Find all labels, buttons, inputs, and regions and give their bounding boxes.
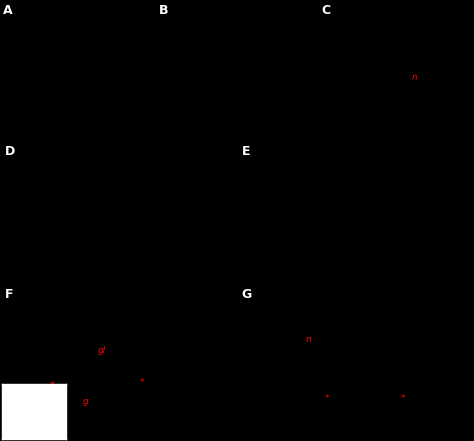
Text: G: G <box>242 288 252 301</box>
Text: 2w PBS peri: 2w PBS peri <box>176 288 230 297</box>
Text: 1w PBS peri: 1w PBS peri <box>260 4 313 13</box>
Text: F: F <box>5 288 13 301</box>
Text: *: * <box>140 378 145 387</box>
Text: n: n <box>305 335 311 344</box>
Text: E: E <box>242 145 250 158</box>
Text: g: g <box>82 397 88 406</box>
Text: 1w PBS peri: 1w PBS peri <box>416 4 469 13</box>
Text: B: B <box>159 4 169 17</box>
Text: 1w PBS cen: 1w PBS cen <box>178 145 230 154</box>
Text: C: C <box>321 4 330 17</box>
Text: 1w PBS cen: 1w PBS cen <box>415 145 467 154</box>
Text: D: D <box>5 145 15 158</box>
Text: *: * <box>401 393 405 403</box>
Text: gl: gl <box>98 346 106 355</box>
Text: *: * <box>50 381 55 390</box>
Text: n: n <box>412 73 418 82</box>
Text: 2w PBS cen: 2w PBS cen <box>415 288 467 297</box>
Text: *: * <box>325 393 329 403</box>
Text: A: A <box>3 4 13 17</box>
